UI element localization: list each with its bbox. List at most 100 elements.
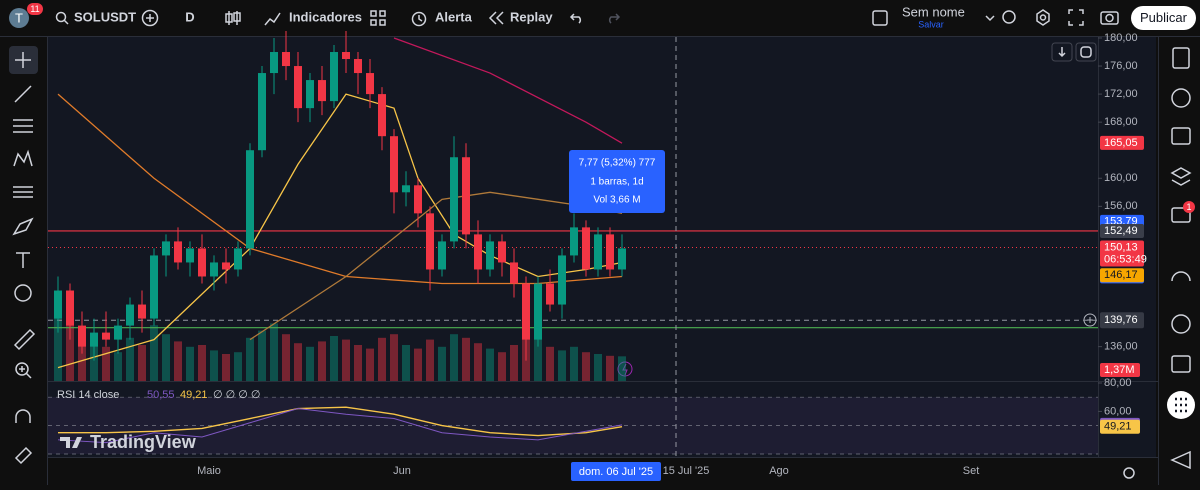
text-tool[interactable] (16, 252, 30, 268)
fullscreen-icon[interactable] (1068, 9, 1084, 26)
calendar-icon[interactable] (1171, 127, 1191, 145)
candle-body (162, 241, 170, 256)
price-tag-label: 152,49 (1104, 225, 1138, 237)
redo-icon[interactable] (608, 13, 621, 24)
search-icon (63, 19, 69, 25)
interval[interactable]: D (185, 9, 194, 24)
ideas-icon[interactable] (1171, 271, 1191, 282)
watchlist-icon[interactable] (1172, 47, 1190, 69)
volume-bar (582, 352, 590, 381)
publish-button[interactable] (1131, 6, 1196, 30)
layout-menu-icon[interactable] (985, 15, 995, 22)
candle-body (186, 248, 194, 263)
reset-button[interactable] (1075, 42, 1097, 62)
indicators-button[interactable]: Indicadores (289, 9, 362, 24)
crosshair-date: dom. 06 Jul '25 (579, 466, 653, 478)
volume-bar (606, 355, 614, 381)
avatar[interactable] (9, 8, 29, 28)
x-tick-label: Ago (769, 465, 789, 477)
volume-bar (102, 346, 110, 381)
candle-body (126, 304, 134, 326)
moving-average (393, 37, 623, 144)
icon-tool[interactable] (14, 284, 32, 302)
y-tick-label: 180,00 (1104, 32, 1138, 44)
crosshair-tag (1100, 312, 1144, 329)
volume-bar (534, 336, 542, 381)
settings-icon[interactable] (1123, 467, 1135, 479)
candle-body (438, 241, 446, 270)
volume-bar (546, 346, 554, 381)
chart-type-icon[interactable] (225, 11, 241, 25)
settings-icon (1039, 14, 1047, 21)
volume-bar (78, 330, 86, 381)
save-label[interactable]: Salvar (918, 19, 944, 29)
layout-name[interactable]: Sem nome (902, 4, 965, 19)
brush-tool[interactable] (12, 217, 34, 236)
volume-bar (618, 356, 626, 381)
volume-bar (294, 343, 302, 381)
rsi-tag (1100, 419, 1140, 434)
volume-bar (186, 346, 194, 381)
x-tick-label: 15 Jul '25 (663, 465, 710, 477)
event-icon[interactable] (617, 361, 633, 377)
alert-button[interactable]: Alerta (435, 9, 473, 24)
layout-icon[interactable] (872, 10, 888, 26)
candle-body (522, 283, 530, 340)
templates-icon[interactable] (370, 10, 386, 26)
candle-body (414, 185, 422, 214)
event-icon (622, 363, 628, 376)
compare-icon[interactable] (141, 9, 159, 27)
hotlist-icon[interactable] (1171, 314, 1191, 334)
candle-body (90, 332, 98, 347)
rsi-ma-value: 49,21 (180, 389, 208, 401)
crosshair-date-box (571, 462, 661, 481)
prediction-tool[interactable] (13, 186, 33, 198)
volume-bar (54, 292, 62, 381)
y-tick-label: 60,00 (1104, 405, 1132, 417)
y-tick-label: 80,00 (1104, 377, 1132, 389)
publish-label: Publicar (1140, 10, 1188, 25)
candle-body (342, 52, 350, 60)
magnet-tool[interactable] (15, 409, 31, 423)
rsi-band (48, 397, 1098, 455)
symbol[interactable]: SOLUSDT (74, 9, 136, 24)
ruler-tool[interactable] (13, 328, 36, 351)
pattern-tool[interactable] (13, 149, 33, 167)
fib-tool[interactable] (13, 119, 33, 133)
candle-body (150, 255, 158, 319)
volume-bar (498, 352, 506, 381)
avatar-letter: T (15, 10, 23, 25)
layers-icon[interactable] (1170, 167, 1192, 186)
settings-icon[interactable] (1036, 9, 1050, 26)
alerts-icon[interactable] (1171, 88, 1191, 108)
candle-body (330, 52, 338, 102)
candle-body (258, 73, 266, 151)
volume-bar (402, 345, 410, 381)
notification-badge (1183, 201, 1195, 213)
y-tick-label: 156,00 (1104, 200, 1138, 212)
reset-icon (1080, 46, 1092, 58)
alert-icon (418, 15, 423, 22)
apps-icon (1175, 397, 1187, 413)
zoom-tool[interactable] (15, 362, 29, 376)
snapshot-icon[interactable] (1100, 11, 1119, 25)
trendline-tool[interactable] (14, 85, 32, 103)
volume-bar (234, 352, 242, 381)
replay-button[interactable]: Replay (510, 9, 553, 24)
replay-icon (488, 11, 504, 25)
volume-bar (594, 354, 602, 381)
volume-bar (198, 345, 206, 381)
volume-bar (222, 354, 230, 381)
crosshair-tool (15, 52, 31, 68)
quick-search-icon[interactable] (1002, 10, 1016, 24)
calendar-icon[interactable] (1171, 355, 1191, 373)
chat-icon[interactable] (1171, 207, 1191, 223)
broadcast-icon[interactable] (1170, 450, 1191, 470)
candle-body (582, 227, 590, 270)
zoom-tool (19, 366, 32, 379)
candle-body (534, 283, 542, 340)
badge-text: 11 (30, 4, 39, 14)
lock-tool[interactable] (14, 446, 33, 465)
undo-icon[interactable] (569, 13, 582, 24)
volume-bar (138, 345, 146, 381)
